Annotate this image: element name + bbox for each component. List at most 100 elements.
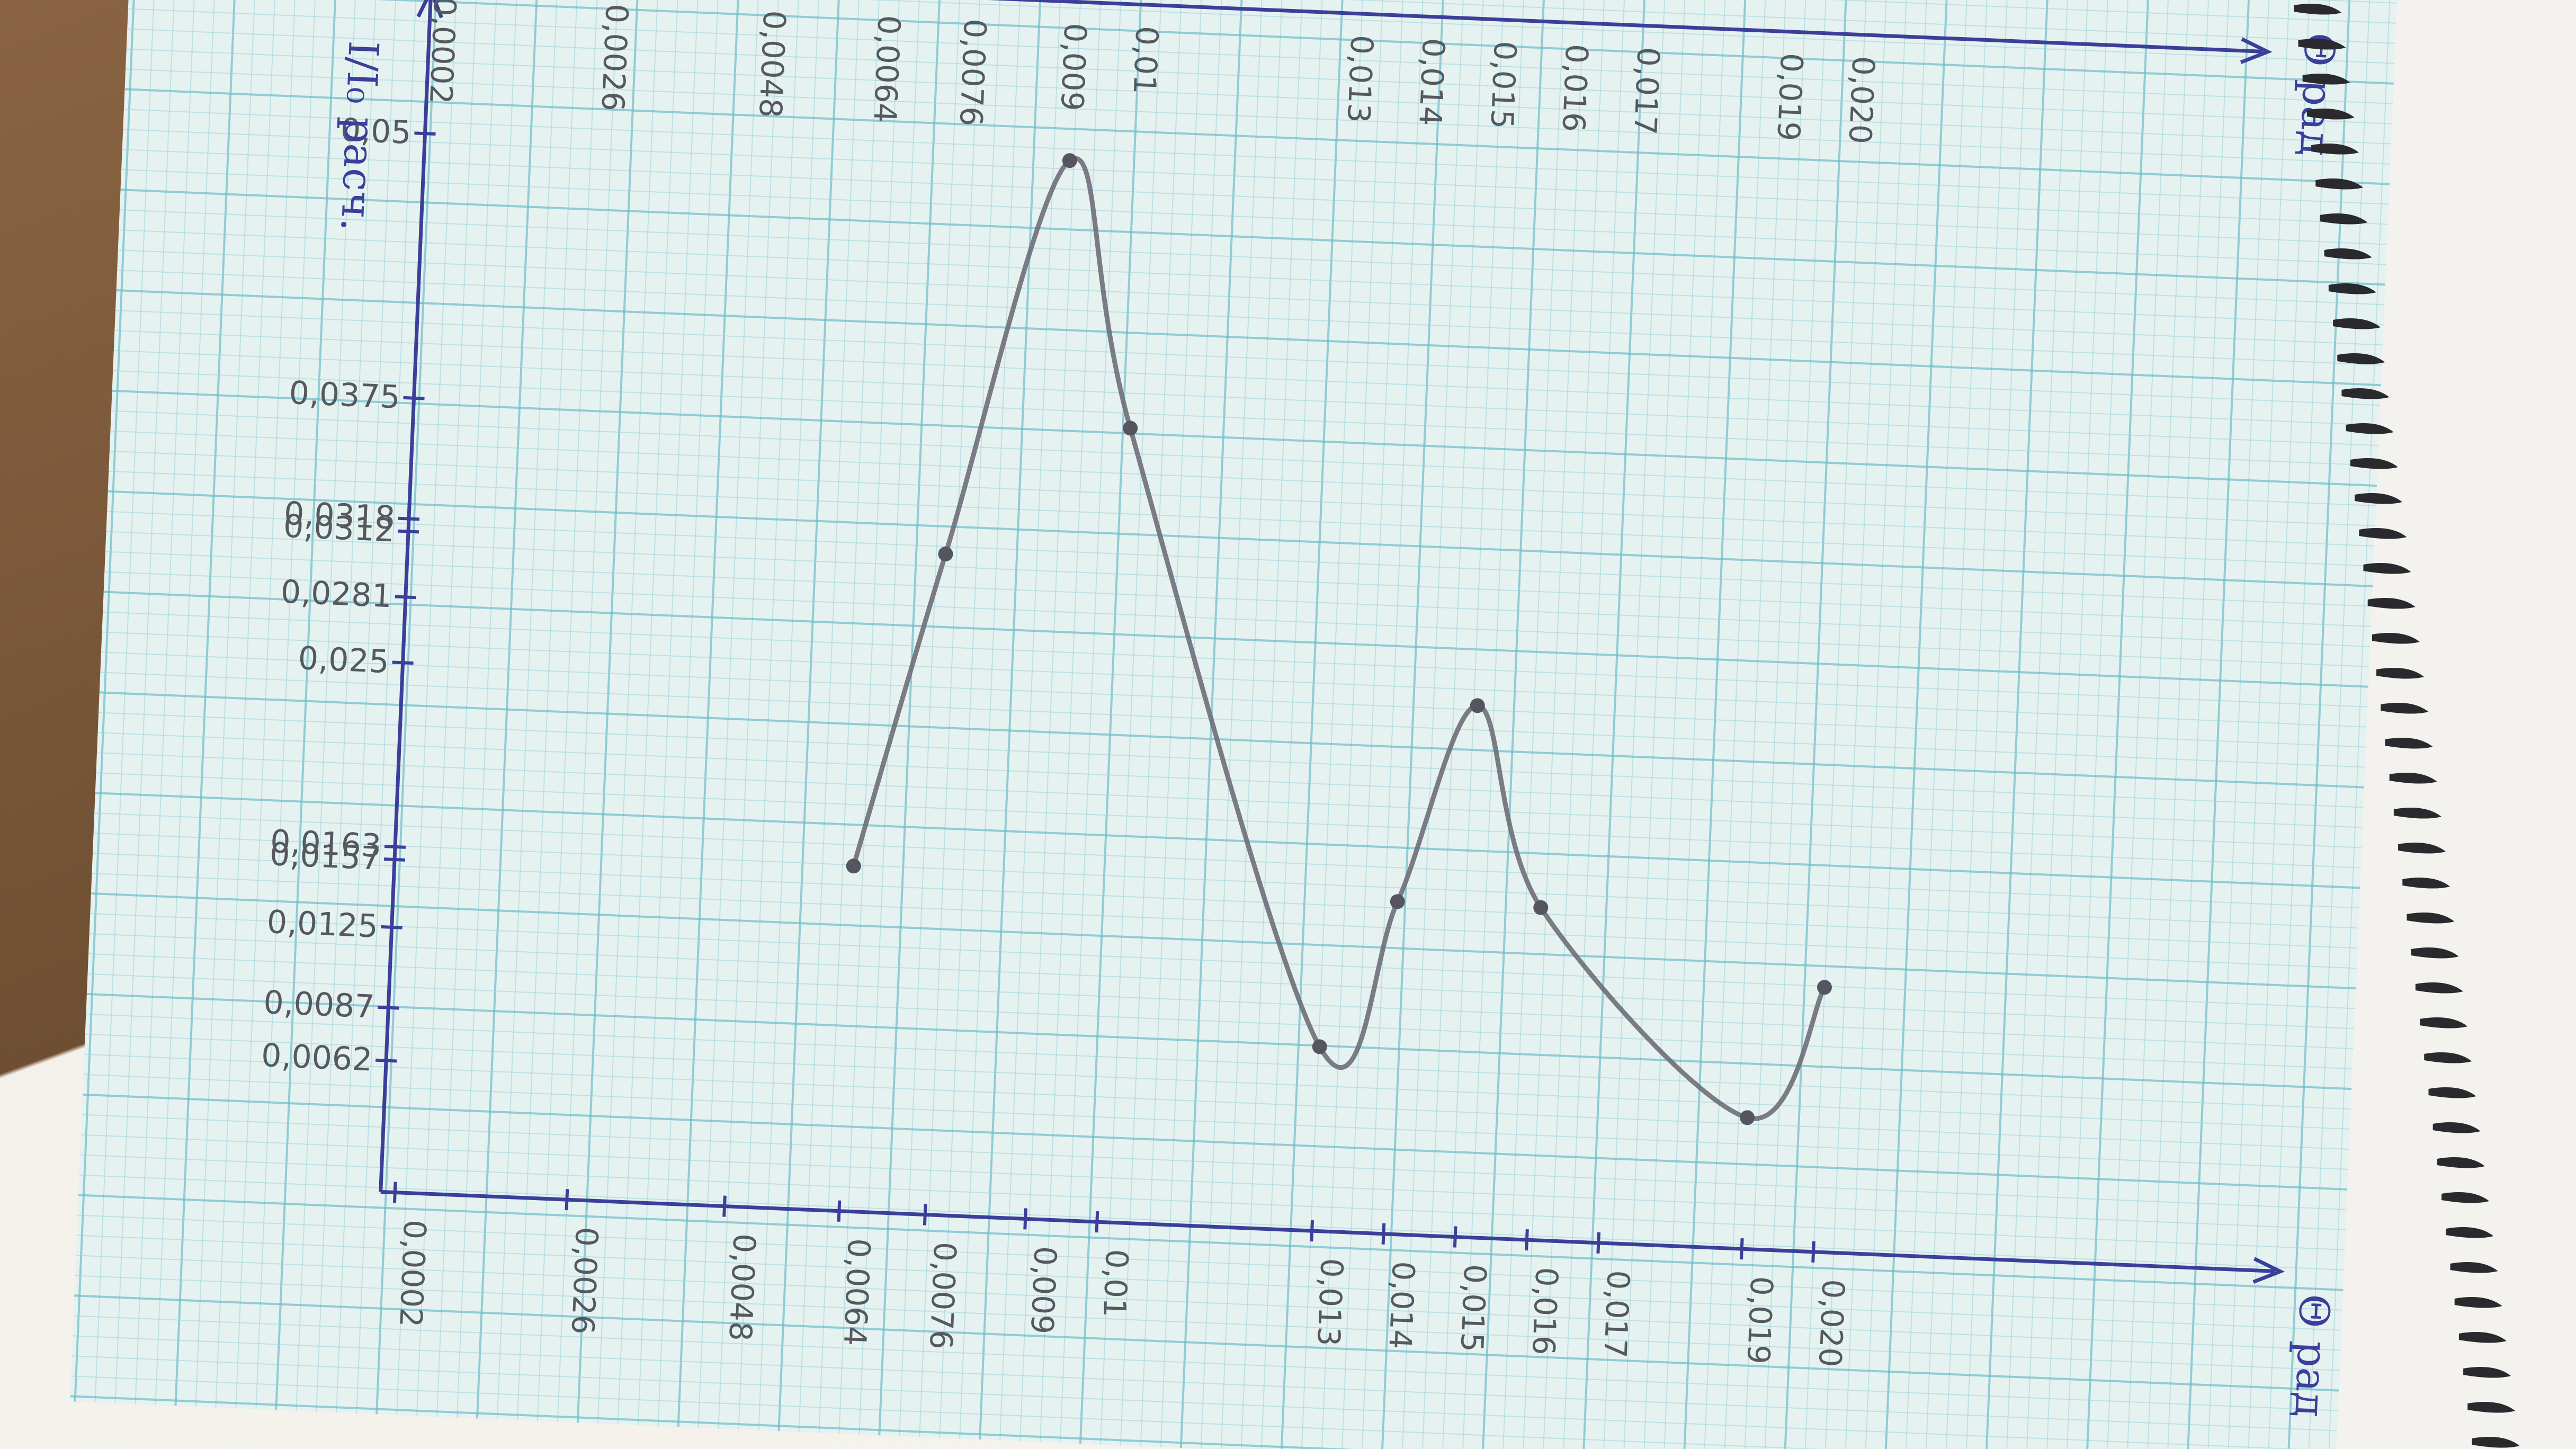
grid-line xyxy=(1301,0,1366,1449)
x-tick-label: 0,014 xyxy=(1382,1260,1421,1350)
grid-line xyxy=(94,0,159,1403)
grid-line xyxy=(1059,0,1124,1443)
grid-line xyxy=(124,88,2390,185)
y-tick-mark xyxy=(384,845,406,849)
y-tick-label: 0,025 xyxy=(298,640,390,681)
grid-line xyxy=(107,511,2372,607)
spiral-ring xyxy=(2355,493,2403,504)
spiral-ring xyxy=(2363,563,2411,574)
grid-line xyxy=(1984,0,2050,1449)
spiral-ring xyxy=(2298,39,2346,50)
spiral-ring xyxy=(2472,1437,2520,1448)
grid-line xyxy=(316,0,380,1412)
grid-line xyxy=(1381,0,1447,1449)
grid-line xyxy=(123,109,2389,205)
x-tick-label: 0,017 xyxy=(1597,1269,1636,1359)
x-tick-mark xyxy=(923,1204,927,1226)
grid-line xyxy=(677,0,743,1427)
y-tick-mark xyxy=(395,595,416,600)
spiral-ring xyxy=(2402,878,2450,889)
spiral-ring xyxy=(2407,913,2455,924)
grid-line xyxy=(476,0,542,1419)
spiral-ring xyxy=(2311,144,2359,155)
x-tick-label: 0,019 xyxy=(1740,1275,1780,1365)
y-tick-label: 0,0087 xyxy=(263,984,375,1026)
x-tick-mark xyxy=(1095,1211,1099,1233)
grid-line xyxy=(1723,0,1788,1449)
grid-line xyxy=(119,229,2384,326)
grid-line xyxy=(103,591,2369,688)
spiral-ring xyxy=(2376,668,2425,679)
grid-line xyxy=(1864,0,1929,1449)
grid-line xyxy=(296,0,361,1411)
y-tick-mark xyxy=(383,857,406,862)
spiral-ring xyxy=(2294,4,2342,15)
grid-line xyxy=(375,0,441,1415)
grid-line xyxy=(1883,0,1949,1449)
grid-line xyxy=(356,0,421,1414)
grid-line xyxy=(919,0,983,1437)
top-tick-label: 0,014 xyxy=(1412,37,1452,127)
grid-line xyxy=(979,0,1044,1440)
grid-line xyxy=(73,1315,2338,1411)
spiral-ring xyxy=(2420,1017,2468,1028)
grid-line xyxy=(96,752,2362,848)
spiral-ring xyxy=(2437,1157,2485,1168)
grid-line xyxy=(99,712,2364,808)
grid-line xyxy=(116,289,2381,387)
grid-line xyxy=(85,1033,2350,1130)
grid-line xyxy=(92,873,2357,969)
x-tick-mark xyxy=(1310,1220,1314,1242)
x-tick-mark xyxy=(565,1189,569,1211)
grid-line xyxy=(1421,0,1487,1449)
grid-line xyxy=(2025,0,2090,1449)
grid-line xyxy=(1542,0,1607,1449)
spiral-ring xyxy=(2381,703,2429,714)
grid-line xyxy=(2206,0,2270,1449)
grid-line xyxy=(536,0,602,1421)
grid-line xyxy=(1079,0,1145,1444)
grid-line xyxy=(1803,0,1868,1449)
spiral-ring xyxy=(2424,1052,2472,1063)
grid-line xyxy=(2285,0,2351,1449)
x-tick-label: 0,016 xyxy=(1525,1266,1565,1356)
grid-line xyxy=(96,772,2361,869)
grid-line xyxy=(999,0,1064,1441)
grid-line xyxy=(82,1114,2347,1210)
ticks xyxy=(375,131,1815,1263)
grid-line xyxy=(798,0,863,1432)
y-axis-label: I/I₀ расч. xyxy=(332,40,387,232)
x-tick-mark xyxy=(722,1195,727,1217)
grid-line xyxy=(128,8,2393,104)
grid-line xyxy=(1220,0,1285,1449)
data-point xyxy=(1123,421,1138,436)
grid-line xyxy=(758,0,823,1430)
grid-line xyxy=(76,1235,2342,1331)
spiral-ring xyxy=(2398,843,2446,854)
grid-line xyxy=(80,1134,2346,1230)
x-tick-label: 0,020 xyxy=(1812,1278,1851,1368)
spiral-ring xyxy=(2302,74,2350,85)
grid-line xyxy=(84,1053,2349,1150)
grid-line xyxy=(255,0,320,1409)
grid-line xyxy=(92,853,2358,949)
x-tick-mark xyxy=(1453,1226,1457,1248)
grid-line xyxy=(1643,0,1707,1449)
grid-line xyxy=(130,0,2395,44)
y-tick-mark xyxy=(414,131,436,136)
grid-line xyxy=(1502,0,1567,1449)
grid-line xyxy=(103,611,2368,708)
grid-line xyxy=(1844,0,1909,1449)
x-tick-mark xyxy=(1381,1223,1386,1245)
grid-line xyxy=(99,691,2365,789)
spiral-ring xyxy=(2306,109,2355,120)
grid-line xyxy=(2125,0,2190,1449)
data-point xyxy=(846,858,861,874)
top-tick-label: 0,013 xyxy=(1340,34,1380,124)
grid-line xyxy=(2266,0,2331,1449)
data-point xyxy=(938,547,953,562)
grid-line xyxy=(2145,0,2210,1449)
grid-line xyxy=(69,1395,2335,1449)
spiral-ring xyxy=(2446,1227,2494,1238)
spiral-ring xyxy=(2441,1192,2490,1203)
